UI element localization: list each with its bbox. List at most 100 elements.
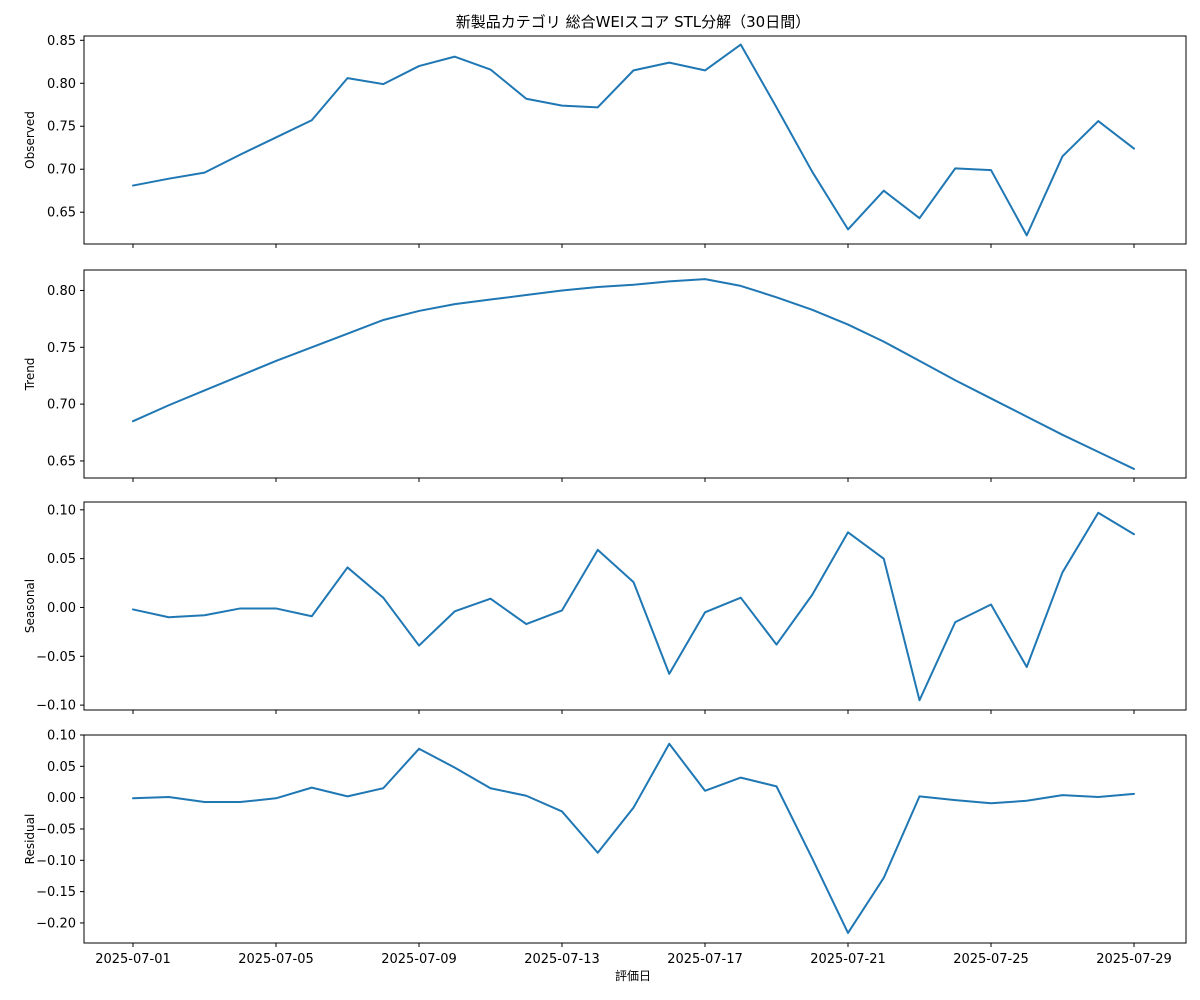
data-point xyxy=(347,795,349,797)
data-point xyxy=(382,597,384,599)
data-point xyxy=(204,801,206,803)
y-tick-label: 0.75 xyxy=(47,341,76,356)
panel-residual: −0.20 −0.15 −0.10 −0.05 0.00 0.05 0.10 Residual… xyxy=(23,729,1187,967)
data-point xyxy=(883,877,885,879)
data-point xyxy=(883,558,885,560)
y-tick-label: −0.15 xyxy=(36,885,76,900)
y-tick-label: 0.80 xyxy=(47,284,76,299)
data-point xyxy=(382,83,384,85)
data-point xyxy=(418,748,420,750)
data-point xyxy=(1133,793,1135,795)
data-point xyxy=(954,799,956,801)
data-point xyxy=(954,167,956,169)
data-point xyxy=(847,228,849,230)
data-point xyxy=(704,790,706,792)
y-axis-label: Observed xyxy=(23,111,37,169)
x-tick-label: 2025-07-29 xyxy=(1096,952,1172,967)
data-point xyxy=(740,44,742,46)
data-point xyxy=(311,787,313,789)
data-point xyxy=(597,549,599,551)
panel-frame xyxy=(83,734,1187,944)
x-tick-label: 2025-07-21 xyxy=(810,952,886,967)
data-point xyxy=(740,777,742,779)
data-point xyxy=(1062,155,1064,157)
y-tick-label: 0.05 xyxy=(47,760,76,775)
data-point xyxy=(1062,794,1064,796)
panel-trend: 0.65 0.70 0.75 0.80 Trend xyxy=(23,269,1187,482)
data-point xyxy=(132,797,134,799)
data-point xyxy=(1133,468,1135,470)
data-point xyxy=(382,319,384,321)
data-point xyxy=(1062,571,1064,573)
data-point xyxy=(847,932,849,934)
y-tick-label: 0.70 xyxy=(47,398,76,413)
x-axis-label: 評価日 xyxy=(615,968,651,983)
data-point xyxy=(490,787,492,789)
data-point xyxy=(561,105,563,107)
data-point xyxy=(204,389,206,391)
y-tick-label: −0.05 xyxy=(36,650,76,665)
data-point xyxy=(454,56,456,58)
data-point xyxy=(382,787,384,789)
y-tick-label: 0.65 xyxy=(47,206,76,221)
data-point xyxy=(633,581,635,583)
data-point xyxy=(1097,451,1099,453)
data-point xyxy=(990,397,992,399)
y-tick-label: 0.10 xyxy=(47,503,76,518)
data-point xyxy=(132,185,134,187)
data-point xyxy=(847,324,849,326)
data-point xyxy=(561,810,563,812)
y-tick-label: 0.85 xyxy=(47,34,76,49)
series-line-seasonal xyxy=(132,511,1135,702)
data-point xyxy=(668,62,670,64)
y-tick-label: −0.20 xyxy=(36,916,76,931)
y-tick-label: 0.05 xyxy=(47,552,76,567)
data-point xyxy=(883,190,885,192)
data-point xyxy=(919,360,921,362)
data-point xyxy=(668,673,670,675)
data-point xyxy=(204,614,206,616)
data-point xyxy=(239,375,241,377)
y-tick-label: 0.10 xyxy=(47,729,76,744)
data-point xyxy=(811,171,813,173)
data-point xyxy=(704,611,706,613)
data-point xyxy=(311,346,313,348)
y-tick-label: 0.65 xyxy=(47,454,76,469)
panel-frame xyxy=(83,501,1187,711)
data-point xyxy=(668,280,670,282)
data-point xyxy=(597,286,599,288)
data-point xyxy=(1026,666,1028,668)
data-point xyxy=(597,852,599,854)
data-point xyxy=(740,597,742,599)
y-tick-label: 0.75 xyxy=(47,120,76,135)
data-point xyxy=(275,136,277,138)
data-point xyxy=(811,309,813,311)
data-point xyxy=(633,284,635,286)
data-point xyxy=(990,169,992,171)
data-point xyxy=(561,609,563,611)
data-point xyxy=(168,404,170,406)
data-point xyxy=(347,77,349,79)
y-tick-label: 0.00 xyxy=(47,791,76,806)
data-point xyxy=(1133,148,1135,150)
data-point xyxy=(990,604,992,606)
x-tick-label: 2025-07-05 xyxy=(238,952,314,967)
data-point xyxy=(919,217,921,219)
y-tick-label: 0.70 xyxy=(47,163,76,178)
data-point xyxy=(275,607,277,609)
y-tick-label: −0.10 xyxy=(36,854,76,869)
data-point xyxy=(525,294,527,296)
data-point xyxy=(668,743,670,745)
data-point xyxy=(776,644,778,646)
data-point xyxy=(275,360,277,362)
data-point xyxy=(204,172,206,174)
data-point xyxy=(704,278,706,280)
data-point xyxy=(239,607,241,609)
data-point xyxy=(954,621,956,623)
panel-seasonal: −0.10 −0.05 0.00 0.05 0.10 Seasonal xyxy=(23,501,1187,714)
data-point xyxy=(883,341,885,343)
panel-observed: 0.65 0.70 0.75 0.80 0.85 Observed xyxy=(23,34,1187,248)
data-point xyxy=(811,594,813,596)
panel-frame xyxy=(83,269,1187,479)
